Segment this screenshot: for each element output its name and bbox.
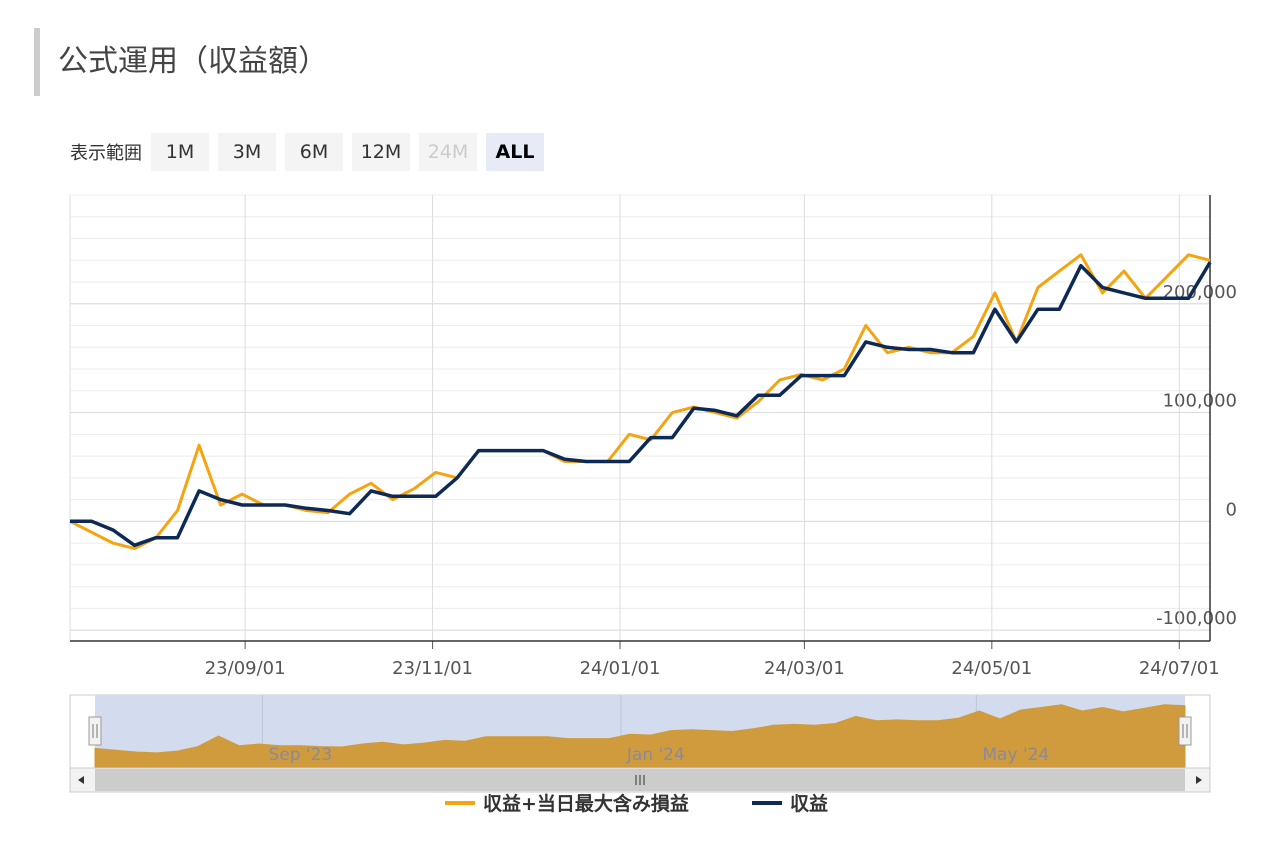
- x-tick-label: 24/03/01: [764, 658, 845, 679]
- x-tick-label: 24/01/01: [580, 658, 661, 679]
- scroll-left-arrow[interactable]: [78, 776, 84, 784]
- x-tick-label: 23/09/01: [205, 658, 286, 679]
- y-tick-label: 100,000: [1163, 391, 1237, 412]
- range-button: 24M: [419, 133, 477, 171]
- legend-label[interactable]: 収益+当日最大含み損益: [483, 792, 689, 815]
- navigator-label: Jan '24: [626, 745, 685, 765]
- page-title: 公式運用（収益額）: [58, 44, 328, 79]
- y-tick-label: -100,000: [1156, 608, 1237, 629]
- x-tick-label: 23/11/01: [392, 658, 473, 679]
- scroll-right-arrow[interactable]: [1196, 776, 1202, 784]
- range-button[interactable]: 3M: [218, 133, 276, 171]
- range-button[interactable]: ALL: [486, 133, 544, 171]
- range-selector: 表示範囲 1M 3M 6M 12M 24M ALL: [70, 133, 544, 171]
- navigator-label: Sep '23: [268, 745, 332, 765]
- legend-label[interactable]: 収益: [790, 792, 828, 815]
- range-button[interactable]: 12M: [352, 133, 410, 171]
- range-label: 表示範囲: [70, 143, 142, 164]
- navigator-handle[interactable]: [88, 716, 102, 746]
- navigator-area: [94, 704, 1186, 769]
- title-bar: [34, 28, 40, 96]
- x-tick-label: 24/07/01: [1139, 658, 1220, 679]
- series-line: [70, 261, 1212, 548]
- range-button[interactable]: 1M: [151, 133, 209, 171]
- navigator-handle[interactable]: [1178, 716, 1192, 746]
- plot-background: [69, 194, 1211, 642]
- series-line: [69, 253, 1211, 550]
- range-button[interactable]: 6M: [285, 133, 343, 171]
- x-tick-label: 24/05/01: [951, 658, 1032, 679]
- navigator-label: May '24: [982, 745, 1049, 765]
- y-tick-label: 0: [1226, 499, 1237, 520]
